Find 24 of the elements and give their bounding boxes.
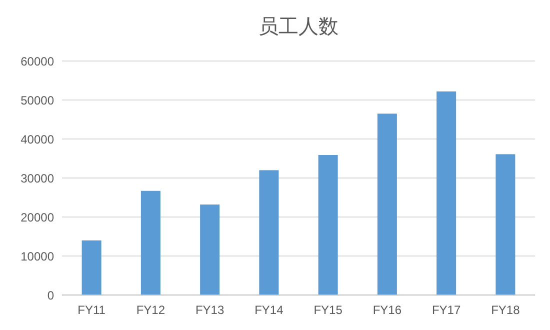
y-tick-label: 20000 [20,210,54,224]
x-tick-label: FY14 [254,303,284,317]
x-tick-label: FY15 [314,303,343,317]
x-tick-label: FY18 [491,303,520,317]
y-tick-label: 0 [47,288,54,302]
y-tick-label: 60000 [20,54,54,68]
bar [436,91,456,295]
y-tick-label: 40000 [20,132,54,146]
x-tick-label: FY17 [432,303,461,317]
y-tick-label: 50000 [20,94,54,108]
bar [200,204,220,295]
x-tick-label: FY13 [195,303,224,317]
x-tick-label: FY16 [372,303,402,317]
chart-title: 员工人数 [258,16,338,38]
bar [140,190,160,295]
bar [496,154,516,295]
bar [82,240,102,295]
x-tick-label: FY12 [136,303,166,317]
x-tick-label: FY11 [78,303,106,317]
bar [318,154,338,295]
bar [259,170,279,295]
bar [377,114,397,295]
y-tick-label: 30000 [20,172,54,186]
y-tick-label: 10000 [20,250,54,264]
